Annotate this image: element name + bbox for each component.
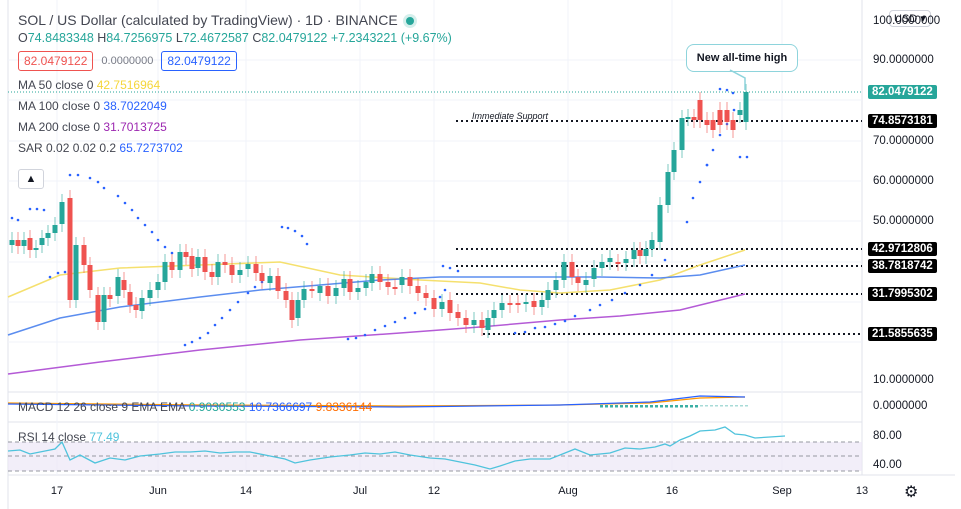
chart-legend: SOL / US Dollar (calculated by TradingVi… [18, 12, 452, 155]
time-tick: Aug [558, 485, 578, 497]
price-tick: 50.0000000 [873, 215, 934, 227]
time-tick: 12 [427, 485, 441, 497]
rsi-axis-tick: 40.00 [873, 459, 902, 471]
settings-gear-icon[interactable]: ⚙ [904, 484, 919, 501]
indicator-sar[interactable]: SAR 0.02 0.02 0.2 65.7273702 [18, 141, 183, 155]
price-tick: 60.0000000 [873, 175, 934, 187]
time-tick: Jul [352, 485, 368, 497]
rsi-legend[interactable]: RSI 14 close 77.49 [18, 430, 120, 444]
price-tick: 10.0000000 [873, 374, 934, 386]
level-tag: 38.7818742 [868, 259, 937, 273]
collapse-legend-button[interactable]: ▲ [18, 169, 44, 189]
time-tick: 17 [50, 485, 64, 497]
price-tick: 70.0000000 [873, 135, 934, 147]
time-tick: 13 [855, 485, 869, 497]
support-label: Immediate Support [472, 111, 549, 121]
rsi-axis-tick: 80.00 [873, 430, 902, 442]
chevron-up-icon: ▲ [25, 173, 37, 185]
time-tick: Jun [149, 485, 167, 497]
time-tick: Sep [772, 485, 792, 497]
currency-select[interactable]: USD ▾ [889, 10, 931, 27]
sell-button[interactable]: 82.0479122 [18, 51, 94, 71]
symbol-title[interactable]: SOL / US Dollar (calculated by TradingVi… [18, 12, 452, 28]
price-tick: 90.0000000 [873, 54, 934, 66]
level-tag: 42.9712806 [868, 242, 937, 256]
ohlc-values: O74.8483348 H84.7256975 L72.4672587 C82.… [18, 31, 452, 45]
macd-legend[interactable]: MACD 12 26 close 9 EMA EMA 0.9030553 10.… [18, 400, 373, 414]
spread-value: 0.0000000 [101, 55, 154, 67]
macd-axis-tick: 0.0000000 [873, 400, 928, 412]
indicator-ma100[interactable]: MA 100 close 0 38.7022049 [18, 99, 167, 113]
market-open-indicator [405, 17, 414, 26]
price-tick: 100.0000000 [873, 15, 941, 27]
buy-button[interactable]: 82.0479122 [161, 51, 237, 71]
time-tick: 16 [665, 485, 679, 497]
indicator-ma50[interactable]: MA 50 close 0 42.7516964 [18, 78, 161, 92]
time-tick: 14 [239, 485, 253, 497]
level-tag: 31.7995302 [868, 287, 937, 301]
indicator-ma200[interactable]: MA 200 close 0 31.7013725 [18, 120, 167, 134]
level-tag: 74.8573181 [868, 114, 937, 128]
level-tag: 21.5855635 [868, 327, 937, 341]
last-price-tag: 82.0479122 [868, 85, 937, 99]
ath-callout: New all-time high [686, 44, 798, 72]
